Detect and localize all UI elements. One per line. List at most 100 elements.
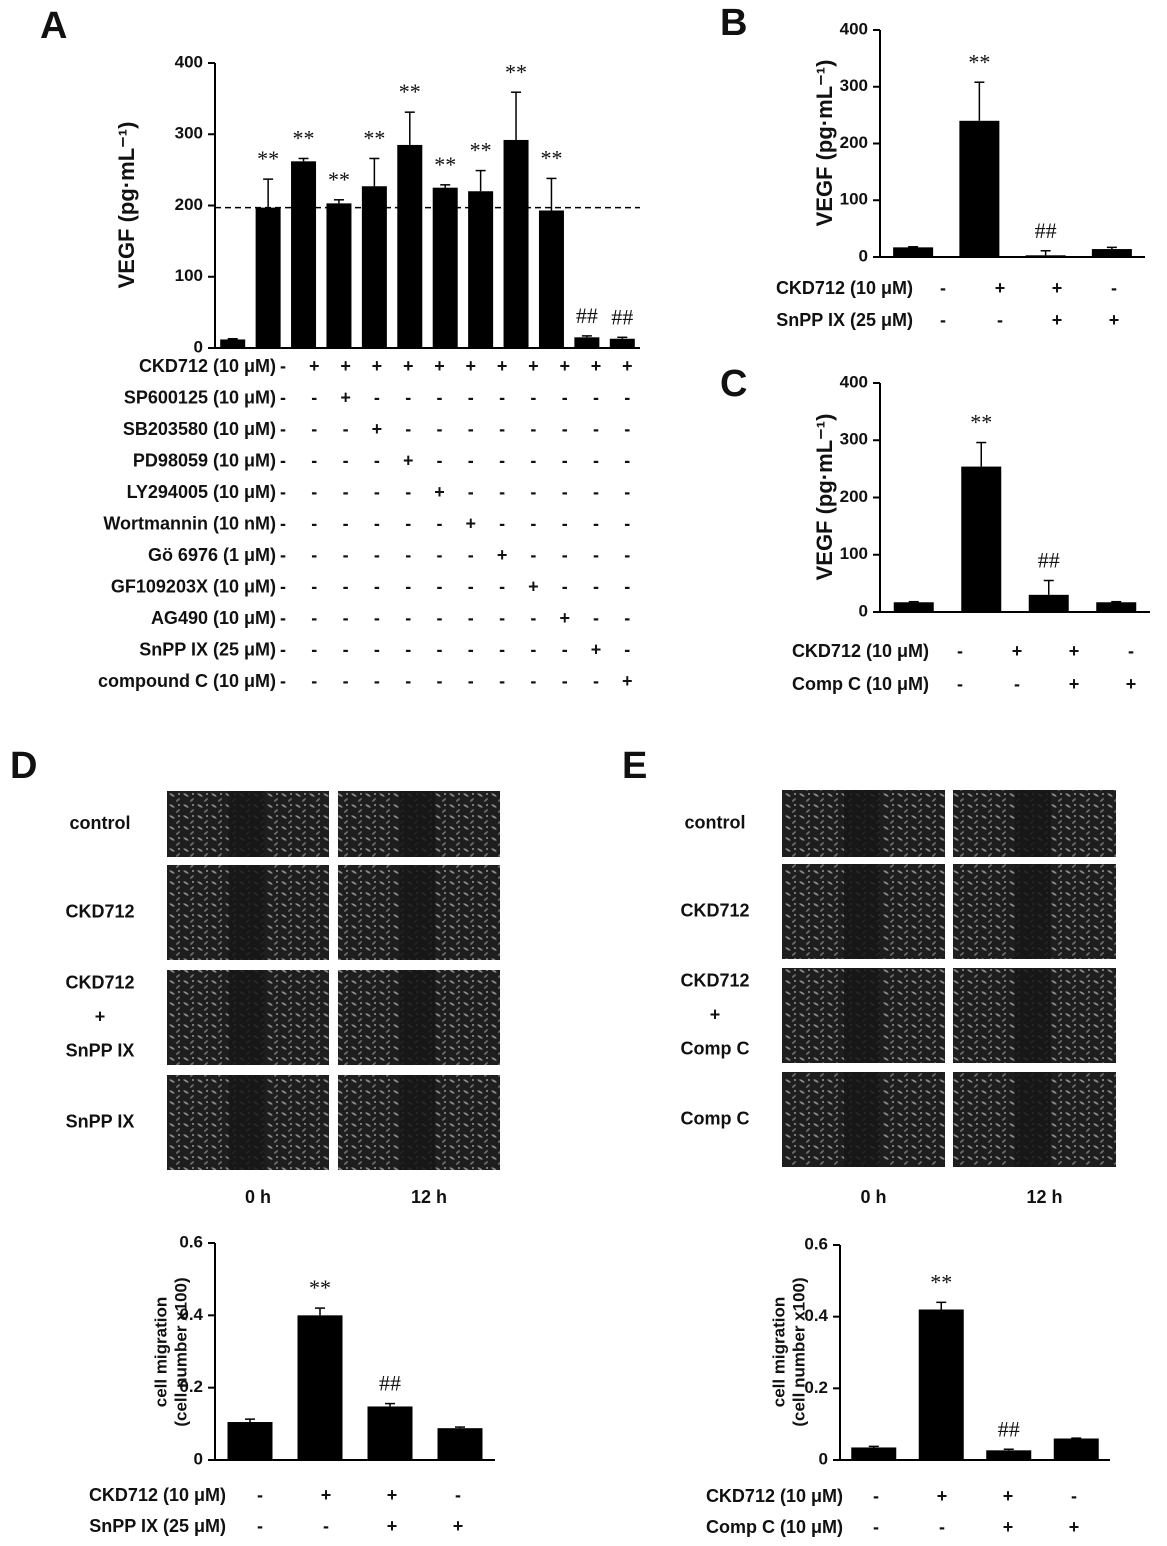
condition-sign: - (530, 513, 536, 533)
bar (538, 210, 564, 348)
condition-sign: - (405, 671, 411, 691)
error-bar (1043, 579, 1054, 595)
condition-sign: - (468, 482, 474, 502)
row-label: + (95, 1006, 106, 1026)
condition-sign: - (311, 639, 317, 659)
condition-sign: + (434, 482, 445, 502)
condition-sign: + (528, 576, 539, 596)
y-tick-label: 100 (175, 266, 203, 285)
condition-sign: - (530, 450, 536, 470)
error-bar (936, 1301, 947, 1310)
bar (1091, 249, 1132, 257)
error-bar (581, 335, 592, 338)
bar (326, 203, 352, 348)
significance-label: ## (379, 1371, 401, 1396)
error-bar (1111, 600, 1122, 603)
condition-label: CKD712 (10 μM) (792, 641, 929, 661)
condition-sign: - (624, 608, 630, 628)
condition-sign: - (437, 671, 443, 691)
condition-sign: - (343, 608, 349, 628)
error-bar (1003, 1448, 1014, 1451)
condition-label: SnPP IX (25 μM) (89, 1516, 226, 1536)
condition-sign: - (374, 387, 380, 407)
condition-sign: - (343, 450, 349, 470)
condition-label: GF109203X (10 μM) (111, 576, 276, 596)
y-tick-label: 0 (819, 1449, 828, 1468)
condition-sign: - (562, 576, 568, 596)
condition-sign: - (280, 671, 286, 691)
condition-sign: + (622, 671, 633, 691)
significance-label: ** (540, 145, 562, 170)
condition-sign: + (1052, 278, 1063, 298)
condition-sign: - (280, 450, 286, 470)
condition-sign: - (562, 387, 568, 407)
column-label: 12 h (1026, 1187, 1062, 1207)
condition-sign: + (466, 513, 477, 533)
bar (574, 337, 600, 348)
condition-sign: - (940, 278, 946, 298)
condition-sign: + (309, 356, 320, 376)
condition-sign: - (343, 513, 349, 533)
error-bar (868, 1445, 879, 1448)
condition-sign: - (468, 608, 474, 628)
condition-sign: + (1069, 1517, 1080, 1537)
condition-label: CKD712 (10 μM) (89, 1485, 226, 1505)
y-tick-label: 0.4 (804, 1306, 828, 1325)
condition-sign: + (372, 356, 383, 376)
condition-sign: - (437, 639, 443, 659)
condition-label: SP600125 (10 μM) (124, 387, 276, 407)
condition-sign: - (624, 576, 630, 596)
condition-sign: + (340, 387, 351, 407)
condition-sign: - (624, 387, 630, 407)
condition-sign: + (591, 639, 602, 659)
condition-sign: - (997, 310, 1003, 330)
significance-label: ** (309, 1275, 331, 1300)
condition-sign: - (405, 513, 411, 533)
condition-sign: - (1128, 641, 1134, 661)
condition-sign: - (624, 419, 630, 439)
condition-sign: - (468, 450, 474, 470)
y-tick-label: 400 (175, 52, 203, 71)
condition-sign: - (499, 576, 505, 596)
condition-sign: - (437, 513, 443, 533)
condition-sign: - (311, 576, 317, 596)
y-axis-label: (cell number x100) (789, 1277, 808, 1426)
condition-label: Wortmannin (10 nM) (103, 513, 276, 533)
y-axis-label: VEGF (pg·mL⁻¹) (812, 414, 837, 581)
bar (432, 187, 458, 348)
condition-label: Gö 6976 (1 μM) (148, 545, 276, 565)
condition-sign: + (1003, 1517, 1014, 1537)
condition-sign: - (530, 482, 536, 502)
y-tick-label: 300 (840, 76, 868, 95)
bar (361, 186, 387, 348)
condition-sign: - (873, 1486, 879, 1506)
significance-label: ## (576, 303, 598, 328)
condition-sign: - (311, 513, 317, 533)
bar (1028, 594, 1069, 612)
condition-sign: - (593, 387, 599, 407)
condition-sign: - (530, 608, 536, 628)
condition-sign: + (403, 356, 414, 376)
y-tick-label: 0 (859, 246, 868, 265)
condition-sign: - (343, 576, 349, 596)
significance-label: ** (470, 138, 492, 163)
condition-sign: + (434, 356, 445, 376)
condition-sign: + (1126, 674, 1137, 694)
condition-sign: - (530, 639, 536, 659)
condition-sign: - (405, 482, 411, 502)
condition-sign: - (624, 450, 630, 470)
significance-label: ** (434, 152, 456, 177)
condition-sign: - (562, 545, 568, 565)
y-tick-label: 0.2 (804, 1378, 828, 1397)
bar (367, 1406, 413, 1460)
condition-sign: - (624, 513, 630, 533)
condition-sign: - (499, 608, 505, 628)
error-bar (546, 177, 557, 211)
error-bar (369, 157, 380, 187)
row-label: CKD712 (680, 900, 749, 920)
condition-sign: - (343, 671, 349, 691)
y-tick-label: 200 (840, 133, 868, 152)
bar (609, 338, 635, 348)
scratch-gap (228, 1075, 265, 1170)
condition-sign: - (257, 1516, 263, 1536)
